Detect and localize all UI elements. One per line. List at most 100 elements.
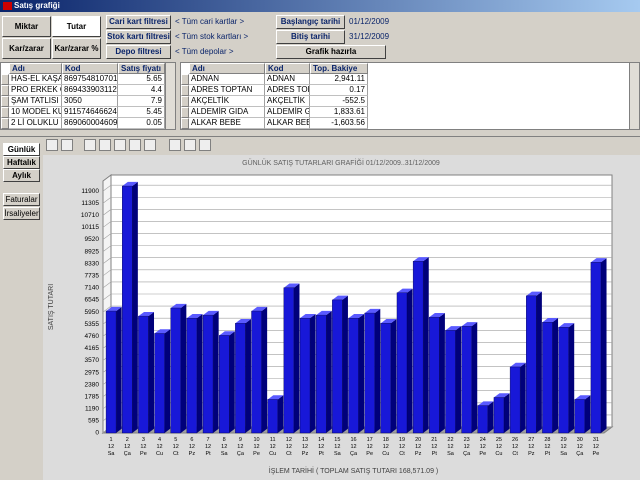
bar	[380, 323, 392, 434]
bar-side	[471, 322, 478, 433]
y-tick-label: 595	[88, 418, 99, 425]
x-tick-weekday: Ça	[576, 451, 584, 457]
x-tick-weekday: Ça	[124, 451, 132, 457]
x-tick-month: 12	[464, 444, 470, 450]
row-indicator	[181, 107, 189, 118]
bar-top	[219, 331, 235, 336]
tool-icon[interactable]	[99, 139, 111, 151]
column-header: Satış fiyatı	[118, 63, 165, 74]
mode-button[interactable]: Tutar	[52, 16, 101, 37]
mode-button[interactable]: Kar/zarar %	[52, 38, 101, 59]
bar-side	[326, 310, 332, 433]
tool-icon[interactable]	[61, 139, 73, 151]
cell: -552.5	[310, 96, 368, 107]
x-tick-month: 12	[383, 444, 389, 450]
bar-side	[196, 313, 203, 433]
x-tick-weekday: Pe	[479, 451, 486, 457]
x-tick-month: 12	[593, 444, 599, 450]
bar-top	[186, 313, 203, 319]
bar-side	[293, 283, 300, 433]
row-indicator	[181, 96, 189, 107]
bar	[283, 287, 295, 434]
tool-icon[interactable]	[169, 139, 181, 151]
bar	[154, 333, 165, 434]
bar-top	[526, 291, 542, 296]
date-button[interactable]: Bitiş tarihi	[276, 30, 345, 44]
x-tick-label: 6	[190, 437, 193, 443]
x-tick-weekday: Sa	[221, 451, 229, 457]
bar-side	[520, 362, 526, 433]
row-indicator	[181, 74, 189, 85]
grid-line	[102, 245, 612, 252]
tool-icon[interactable]	[144, 139, 156, 151]
cell: AKÇELTİK	[189, 96, 265, 107]
x-tick-month: 12	[528, 444, 534, 450]
period-button[interactable]: Haftalık	[3, 156, 40, 169]
x-tick-label: 14	[318, 437, 324, 443]
x-tick-weekday: Sa	[447, 451, 455, 457]
bar-top	[542, 318, 559, 323]
bar	[396, 292, 408, 434]
x-tick-label: 5	[174, 437, 177, 443]
x-tick-label: 18	[383, 437, 389, 443]
x-tick-weekday: Sa	[334, 451, 342, 457]
x-tick-month: 12	[221, 444, 227, 450]
cell: ADNAN	[189, 74, 265, 85]
filter-button[interactable]: Depo filtresi	[106, 45, 171, 59]
period-button[interactable]: Aylık	[3, 169, 40, 182]
tool-icon[interactable]	[46, 139, 58, 151]
bar	[235, 323, 246, 434]
bar-side	[245, 319, 251, 433]
cell: ALKAR BEBE	[189, 118, 265, 129]
date-button[interactable]: Başlangıç tarihi	[276, 15, 345, 29]
tool-icon[interactable]	[199, 139, 211, 151]
bar-side	[536, 291, 542, 433]
bar	[251, 310, 262, 434]
cell: 3050	[62, 96, 118, 107]
x-tick-weekday: Pe	[593, 451, 600, 457]
bar-top	[138, 311, 155, 317]
x-tick-label: 29	[561, 437, 567, 443]
tool-icon[interactable]	[114, 139, 126, 151]
x-tick-weekday: Sa	[560, 451, 568, 457]
cell: 4.4	[118, 85, 165, 96]
cell: 10 MODEL KUT	[9, 107, 62, 118]
grid-line	[102, 305, 612, 313]
bar-top	[396, 288, 413, 293]
x-tick-month: 12	[173, 444, 179, 450]
mode-button[interactable]: Kar/zarar	[2, 38, 51, 59]
doc-button[interactable]: İrsaliyeler	[3, 207, 40, 220]
y-tick-label: 0	[95, 430, 99, 437]
x-tick-label: 3	[142, 437, 145, 443]
bar-top	[170, 303, 187, 309]
bar	[509, 366, 521, 434]
period-button[interactable]: Günlük	[3, 143, 40, 156]
tool-icon[interactable]	[84, 139, 96, 151]
x-tick-weekday: Cu	[156, 451, 163, 457]
x-tick-weekday: Pz	[189, 451, 196, 457]
bar-side	[423, 257, 429, 433]
prepare-button[interactable]: Grafik hazırla	[276, 45, 386, 59]
grid-line	[102, 293, 612, 301]
cell: -1,603.56	[310, 118, 368, 129]
mode-button[interactable]: Miktar	[2, 16, 51, 37]
x-tick-month: 12	[253, 444, 259, 450]
tool-icon[interactable]	[184, 139, 196, 151]
x-tick-label: 20	[415, 437, 421, 443]
grid-line	[102, 184, 612, 192]
x-tick-weekday: Pt	[205, 451, 211, 457]
doc-button[interactable]: Faturalar	[3, 193, 40, 206]
cell: ADNAN	[265, 74, 310, 85]
bar-top	[332, 295, 348, 300]
y-tick-label: 4760	[85, 333, 100, 340]
bar	[218, 335, 230, 434]
bar-top	[493, 393, 510, 398]
bar-side	[229, 331, 235, 433]
filter-button[interactable]: Cari kart filtresi	[106, 15, 171, 29]
tool-icon[interactable]	[129, 139, 141, 151]
filter-button[interactable]: Stok kartı filtresi	[106, 30, 171, 44]
bar-top	[316, 310, 332, 316]
bar-side	[406, 288, 413, 433]
bar-side	[148, 311, 155, 433]
bar-side	[116, 306, 122, 433]
